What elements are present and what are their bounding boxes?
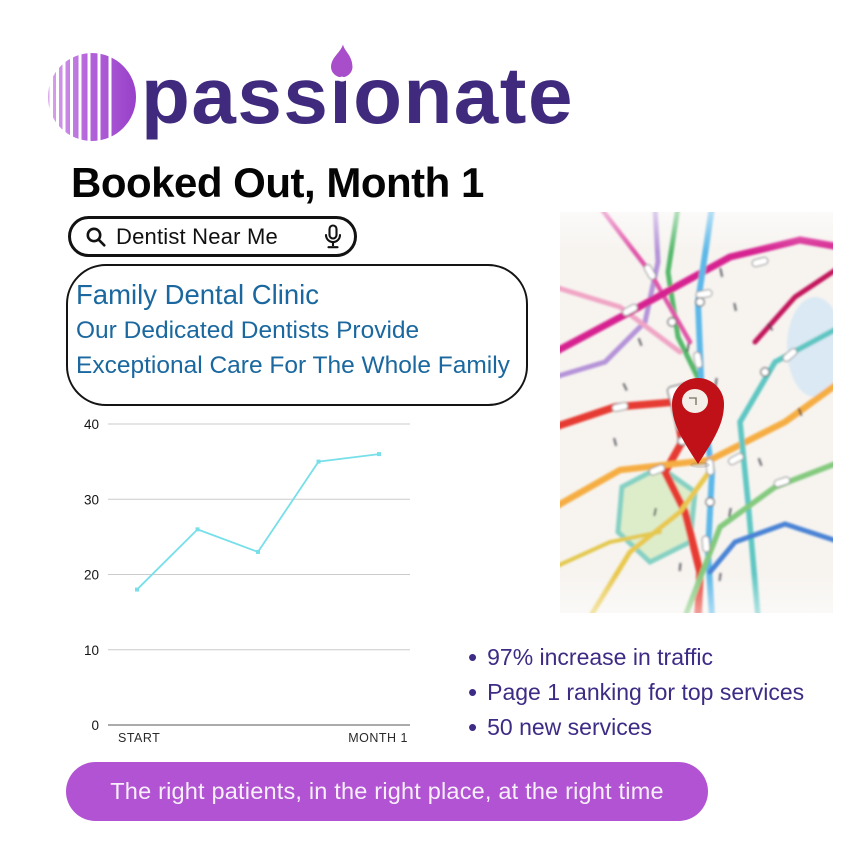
- bullet-dot: •: [468, 677, 478, 707]
- bullet-dot: •: [468, 642, 478, 672]
- svg-text:10: 10: [84, 643, 99, 658]
- svg-text:0: 0: [91, 718, 99, 733]
- bullet-text: Page 1 ranking for top services: [487, 679, 805, 705]
- svg-text:20: 20: [84, 568, 99, 583]
- svg-text:40: 40: [84, 417, 99, 432]
- microphone-icon[interactable]: [324, 223, 342, 250]
- list-item: • Page 1 ranking for top services: [468, 675, 860, 710]
- list-item: • 97% increase in traffic: [468, 640, 860, 675]
- map-image: [560, 212, 833, 613]
- bullet-dot: •: [468, 712, 478, 742]
- bullet-text: 97% increase in traffic: [487, 644, 713, 670]
- bullet-text: 50 new services: [487, 714, 653, 740]
- result-description-line2: Exceptional Care For The Whole Family: [76, 352, 510, 379]
- result-title[interactable]: Family Dental Clinic: [76, 279, 319, 310]
- logo-wordmark: passıonate: [141, 51, 574, 140]
- svg-text:MONTH 1: MONTH 1: [348, 731, 408, 745]
- tagline-text: The right patients, in the right place, …: [110, 778, 664, 804]
- location-pin-icon: [672, 378, 724, 468]
- svg-text:30: 30: [84, 492, 99, 507]
- list-item: • 50 new services: [468, 710, 860, 745]
- svg-text:START: START: [118, 731, 160, 745]
- traffic-line-chart: 0 10 20 30 40 START MONTH 1: [84, 417, 410, 745]
- results-bullet-list: • 97% increase in traffic • Page 1 ranking…: [468, 640, 860, 745]
- search-icon: [86, 227, 106, 247]
- search-input[interactable]: Dentist Near Me: [116, 223, 278, 249]
- search-result-card[interactable]: Family Dental Clinic Our Dedicated Denti…: [66, 264, 528, 406]
- result-description-line1: Our Dedicated Dentists Provide: [76, 317, 420, 344]
- page-title: Booked Out, Month 1: [71, 159, 484, 206]
- tagline-banner: The right patients, in the right place, …: [66, 762, 708, 821]
- logo-mark-icon: [48, 53, 136, 141]
- search-bar[interactable]: Dentist Near Me: [68, 216, 357, 257]
- flame-icon: [331, 44, 353, 82]
